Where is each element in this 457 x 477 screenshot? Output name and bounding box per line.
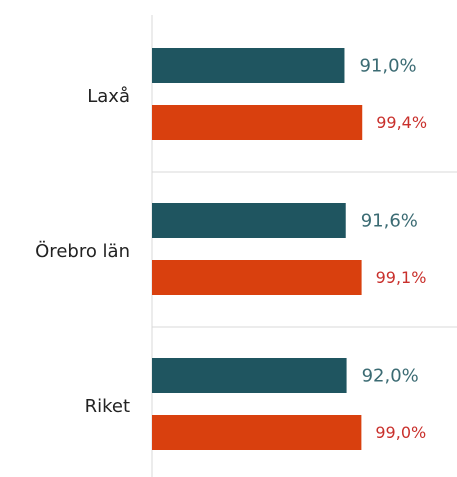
- value-label: 91,0%: [359, 56, 416, 77]
- bar: [152, 260, 362, 295]
- value-label: 92,0%: [362, 366, 419, 387]
- bar: [152, 358, 347, 393]
- category-label: Riket: [85, 396, 130, 417]
- bar: [152, 203, 346, 238]
- value-label: 99,0%: [375, 423, 426, 442]
- bar: [152, 105, 363, 140]
- bar: [152, 415, 362, 450]
- value-label: 99,1%: [376, 268, 427, 287]
- value-label: 91,6%: [361, 211, 418, 232]
- category-label: Örebro län: [35, 240, 130, 262]
- value-label: 99,4%: [376, 113, 427, 132]
- category-label: Laxå: [87, 86, 130, 107]
- bar: [152, 48, 345, 83]
